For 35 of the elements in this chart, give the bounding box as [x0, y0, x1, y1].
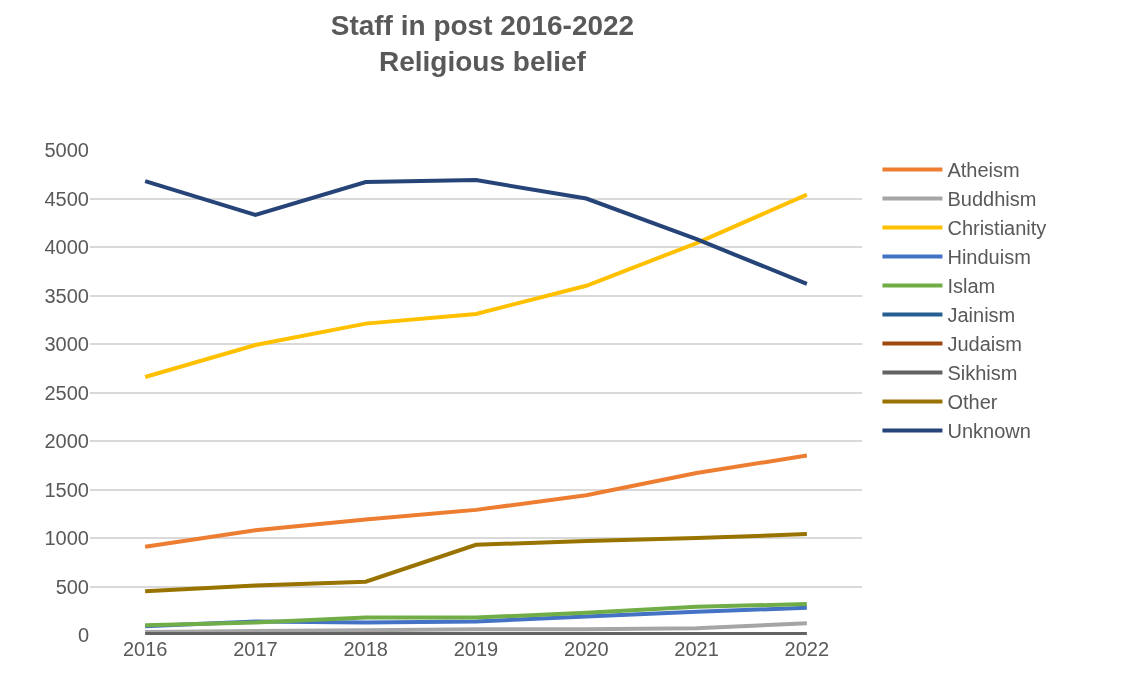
line-series [143, 453, 809, 549]
y-tick-label: 3000 [44, 333, 89, 355]
y-tick-label: 500 [55, 575, 89, 598]
x-tick-label: 2022 [784, 638, 830, 660]
y-tick-label: 4500 [44, 187, 89, 210]
y-tick-label: 3500 [44, 284, 89, 307]
legend-label: Other [947, 391, 998, 414]
legend-label: Islam [947, 275, 996, 298]
legend-label: Atheism [947, 159, 1020, 182]
legend-label: Unknown [947, 420, 1031, 443]
chart-subtitle: Religious belief [378, 46, 587, 78]
y-tick-label: 4000 [44, 236, 89, 258]
legend-label: Jainism [947, 304, 1016, 327]
x-tick-label: 2018 [343, 638, 388, 660]
line-series [143, 532, 809, 594]
legend-label: Christianity [947, 217, 1047, 240]
legend-label: Sikhism [947, 362, 1018, 385]
y-tick-label: 0 [77, 624, 89, 646]
y-tick-label: 1000 [44, 527, 89, 549]
y-tick-label: 2000 [44, 430, 89, 452]
chart-title: Staff in post 2016-2022 [330, 10, 635, 41]
x-tick-label: 2019 [453, 638, 499, 660]
legend-label: Judaism [947, 333, 1022, 356]
x-tick-label: 2021 [674, 638, 719, 660]
y-tick-label: 1500 [44, 478, 89, 501]
x-tick-label: 2017 [233, 638, 278, 660]
x-tick-label: 2016 [122, 638, 168, 660]
legend-label: Buddhism [947, 188, 1037, 211]
y-tick-label: 2500 [44, 381, 89, 404]
y-tick-label: 5000 [44, 139, 89, 161]
line-series [143, 178, 809, 286]
x-tick-label: 2020 [564, 638, 609, 660]
line-series [143, 192, 809, 379]
legend-label: Hinduism [947, 246, 1031, 269]
line-series [143, 621, 809, 635]
